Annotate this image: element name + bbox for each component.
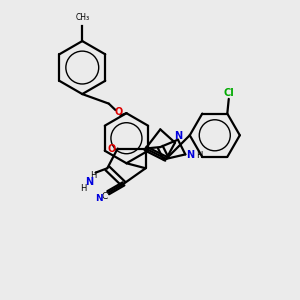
Text: N: N xyxy=(95,194,102,203)
Text: H: H xyxy=(90,170,97,179)
Text: Cl: Cl xyxy=(224,88,234,98)
Text: H: H xyxy=(81,184,87,194)
Text: CH₃: CH₃ xyxy=(75,13,89,22)
Text: N: N xyxy=(174,130,182,141)
Text: N: N xyxy=(85,177,93,187)
Text: H: H xyxy=(196,151,202,160)
Text: O: O xyxy=(107,143,115,154)
Text: N: N xyxy=(187,150,195,160)
Text: C: C xyxy=(101,192,108,201)
Text: O: O xyxy=(115,107,123,118)
